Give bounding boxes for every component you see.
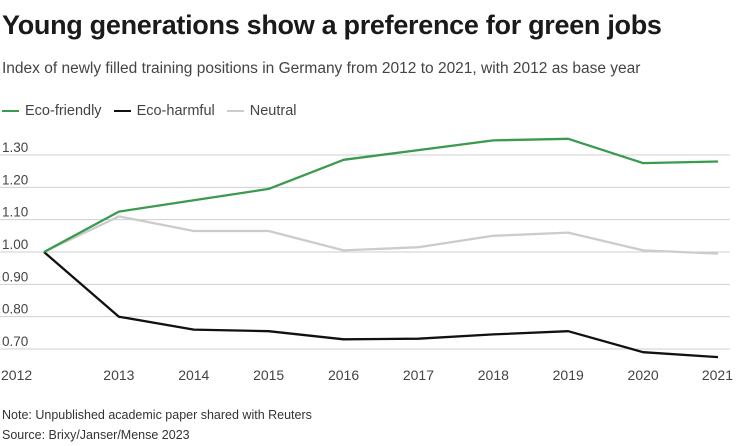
x-tick-label: 2014 — [178, 367, 209, 383]
y-axis-ticks: 0.70 0.80 0.90 1.00 1.10 1.20 1.30 — [2, 140, 28, 349]
x-tick-label: 2020 — [628, 367, 659, 383]
x-tick-label: 2017 — [403, 367, 434, 383]
x-tick-label: 2019 — [553, 367, 584, 383]
legend-item-eco-harmful: Eco-harmful — [113, 103, 215, 119]
x-tick-label: 2021 — [702, 367, 733, 383]
x-tick-label: 2016 — [328, 367, 359, 383]
legend-label-neutral: Neutral — [249, 103, 297, 119]
legend-swatch-eco-friendly — [2, 109, 19, 113]
legend-item-eco-friendly: Eco-friendly — [2, 103, 102, 119]
x-axis-ticks: 2012 2013 2014 2015 2016 2017 2018 2019 2020 2021 — [1, 367, 733, 383]
series-line-eco-harmful — [43, 251, 719, 359]
y-tick-label: 0.80 — [2, 302, 28, 317]
x-tick-label: 2015 — [253, 367, 284, 383]
series-line-eco-friendly — [43, 137, 719, 254]
y-tick-label: 1.20 — [2, 172, 28, 187]
line-chart: 0.700.800.901.001.101.201.30 2012 2013 201… — [0, 137, 733, 383]
gridlines — [0, 154, 730, 350]
y-tick-label: 0.70 — [2, 334, 28, 349]
legend-swatch-neutral — [226, 109, 244, 113]
chart-title: Young generations show a preference for … — [2, 10, 662, 40]
y-tick-label: 1.00 — [2, 237, 28, 252]
legend-label-eco-harmful: Eco-harmful — [136, 103, 215, 119]
legend-item-neutral: Neutral — [226, 103, 297, 119]
series-line-neutral — [43, 215, 719, 255]
series-lines — [43, 137, 719, 359]
y-tick-label: 1.30 — [2, 140, 28, 155]
x-tick-label: 2012 — [1, 367, 32, 383]
footnote: Note: Unpublished academic paper shared … — [2, 408, 312, 422]
y-tick-label: 1.10 — [2, 205, 28, 220]
legend: Eco-friendly Eco-harmful Neutral — [2, 103, 308, 119]
source-line: Source: Brixy/Janser/Mense 2023 — [2, 428, 190, 442]
x-tick-label: 2013 — [103, 367, 134, 383]
x-tick-label: 2018 — [478, 367, 509, 383]
y-tick-label: 0.90 — [2, 269, 28, 284]
legend-label-eco-friendly: Eco-friendly — [25, 103, 102, 119]
chart-subtitle: Index of newly filled training positions… — [2, 60, 641, 77]
legend-swatch-eco-harmful — [113, 109, 131, 113]
